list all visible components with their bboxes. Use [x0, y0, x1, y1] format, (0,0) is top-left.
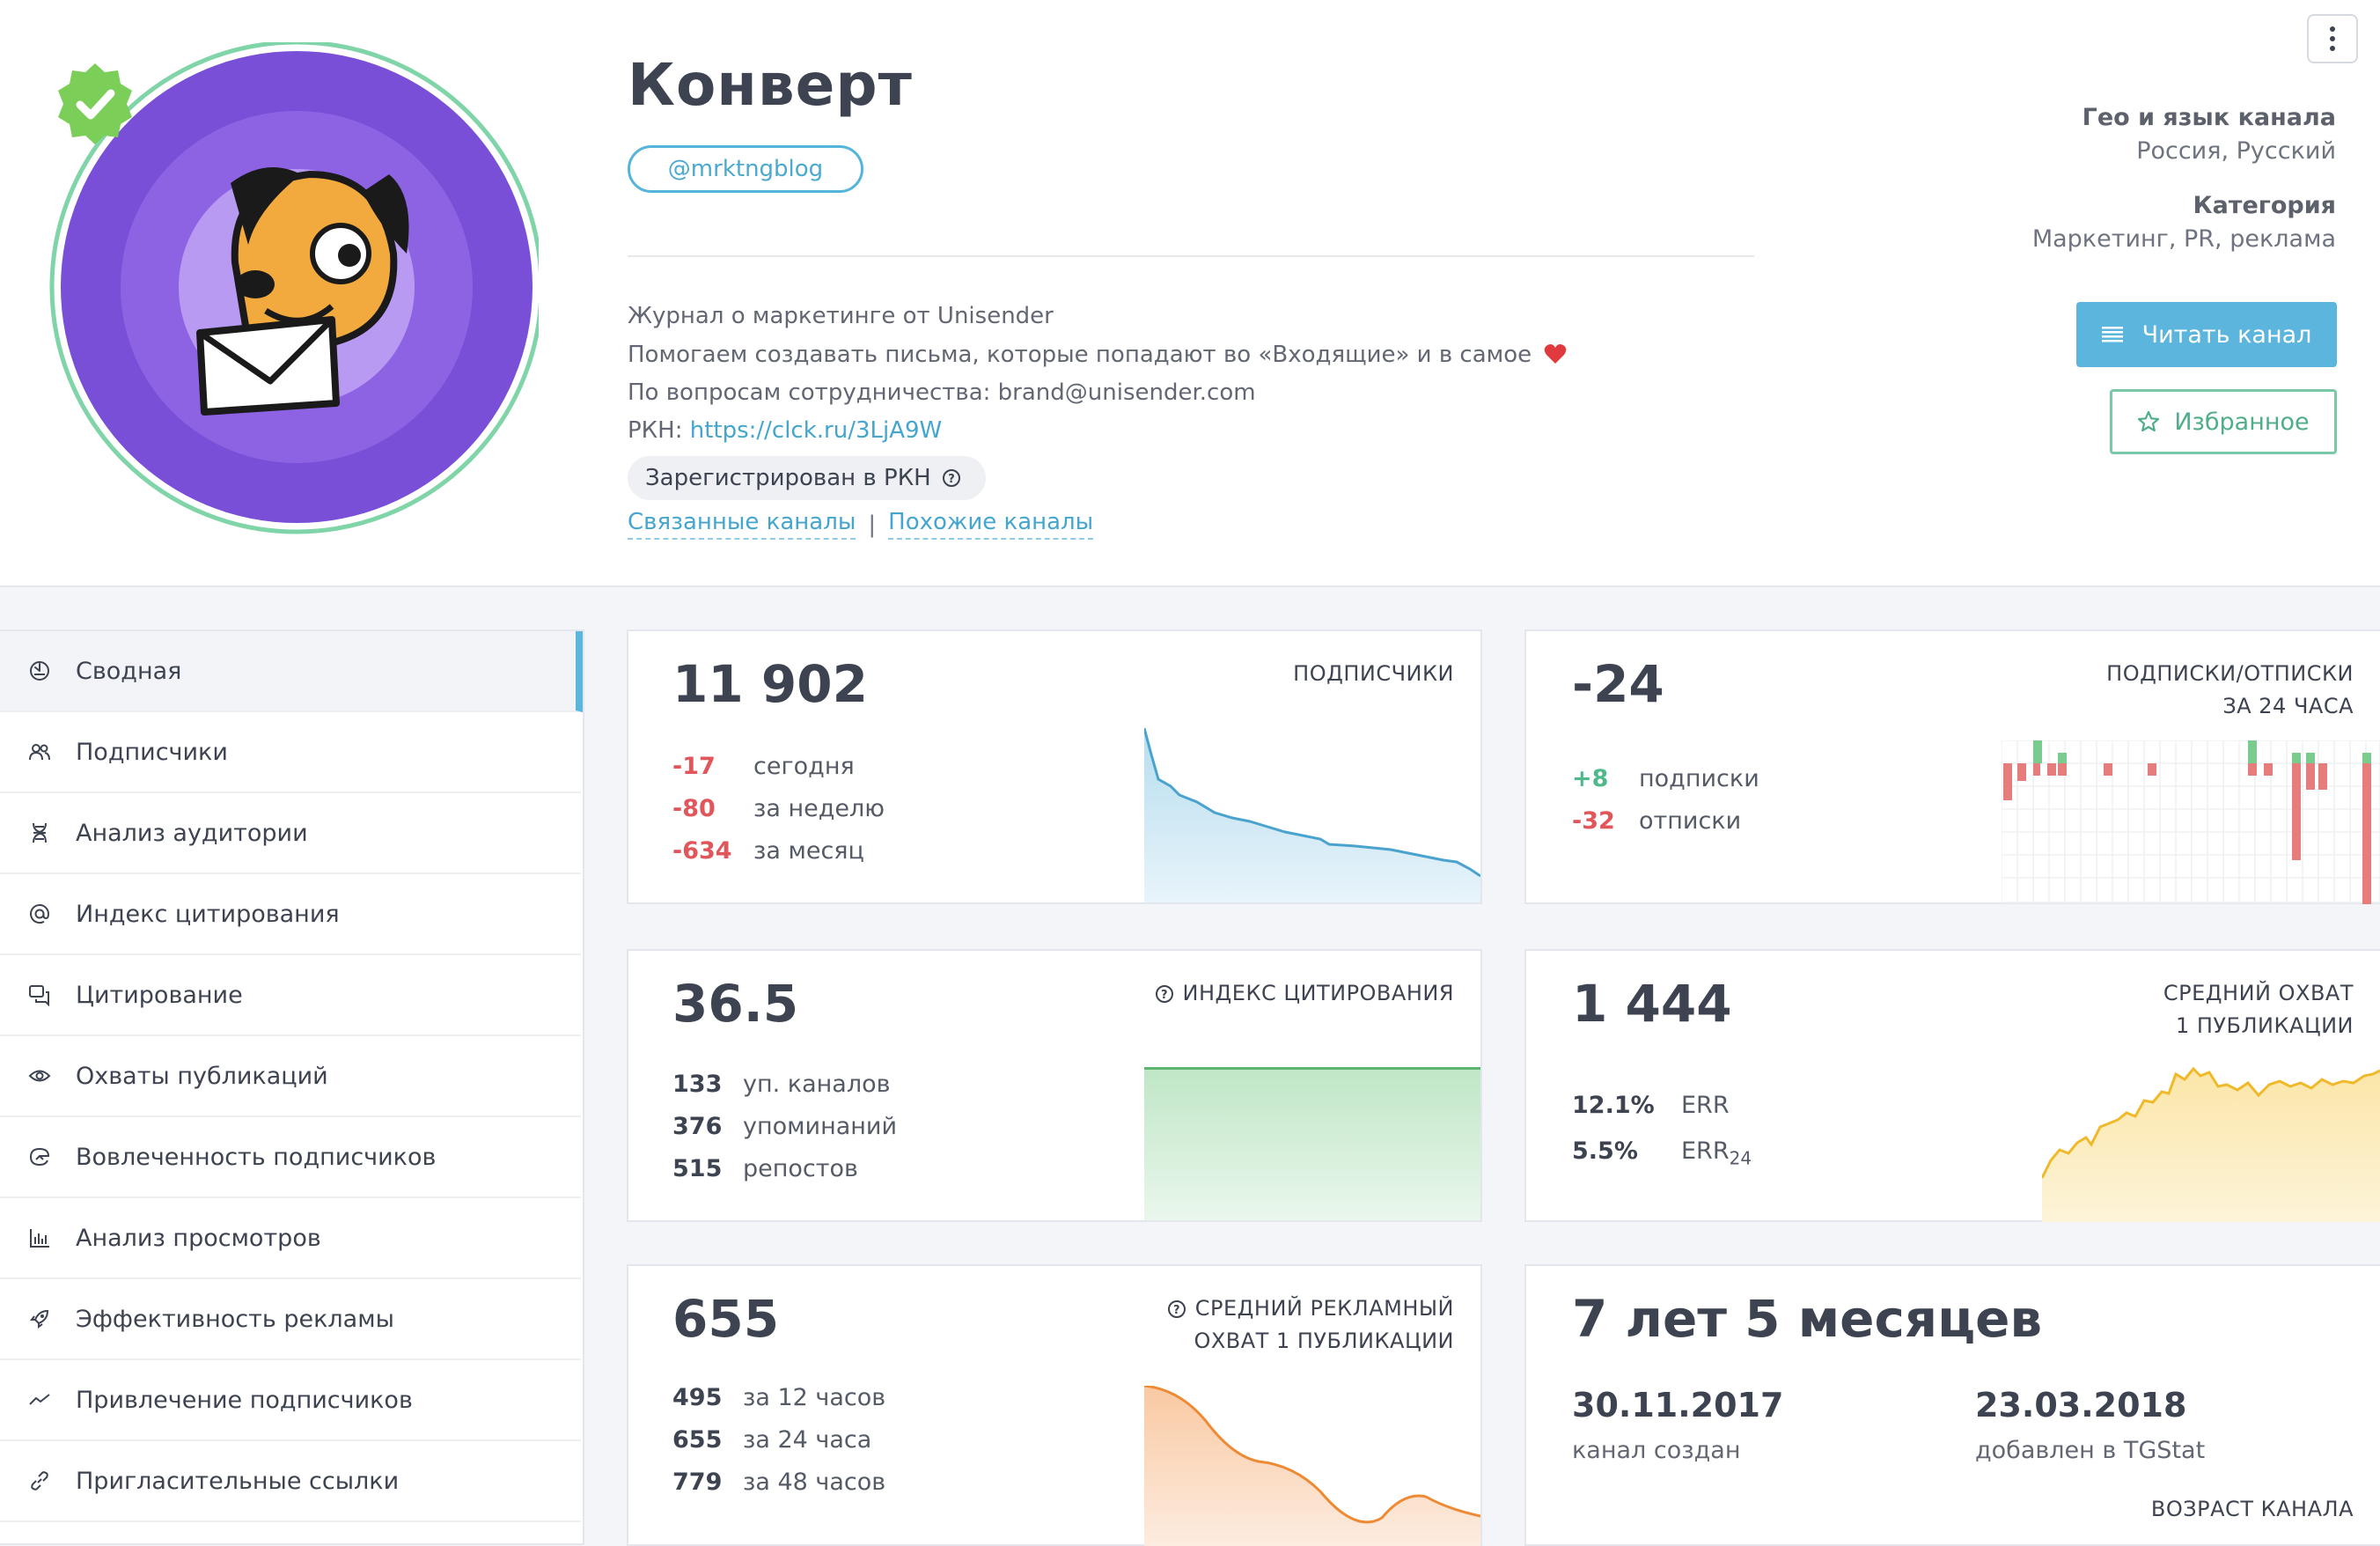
geo-value: Россия, Русский	[2136, 137, 2336, 165]
net-change-count: -24	[1572, 654, 1664, 714]
sidebar-item-engagement[interactable]: Вовлеченность подписчиков	[0, 1117, 581, 1198]
help-icon[interactable]: ?	[942, 468, 961, 488]
stat-row: 779 за 48 часов	[672, 1469, 886, 1496]
rkn-line: РКН: https://clck.ru/3LjA9W	[628, 417, 943, 444]
err-row: 12.1% ERR	[1572, 1092, 1730, 1119]
reach-sparkline	[2042, 1065, 2380, 1222]
dashboard-icon	[28, 659, 51, 682]
favorite-button[interactable]: Избранное	[2110, 389, 2337, 454]
dna-icon	[28, 821, 51, 844]
sidebar-item-invite-links[interactable]: Пригласительные ссылки	[0, 1441, 581, 1522]
similar-channels-link[interactable]: Похожие каналы	[888, 509, 1094, 540]
average-reach-value: 1 444	[1572, 974, 1732, 1034]
subscribers-count: 11 902	[672, 654, 868, 714]
divider	[628, 255, 1754, 257]
trend-icon	[28, 1388, 51, 1411]
star-icon	[2137, 410, 2160, 433]
stat-row: -634 за месяц	[672, 837, 864, 865]
citation-sparkline	[1144, 1067, 1480, 1220]
users-icon	[28, 740, 51, 763]
added-date: 23.03.2018	[1975, 1386, 2187, 1425]
at-icon	[28, 902, 51, 925]
subs-unsubs-histogram	[2002, 740, 2380, 904]
stat-row: -80 за неделю	[672, 795, 885, 822]
sidebar-item-post-reach[interactable]: Охваты публикаций	[0, 1036, 581, 1117]
sidebar-item-citation-index[interactable]: Индекс цитирования	[0, 874, 581, 955]
sidebar-item-citations[interactable]: Цитирование	[0, 955, 581, 1036]
rkn-badge: Зарегистрирован в РКН ?	[628, 456, 986, 500]
rkn-link[interactable]: https://clck.ru/3LjA9W	[689, 417, 943, 444]
more-menu-icon[interactable]	[2307, 14, 2358, 63]
svg-text:?: ?	[1161, 989, 1168, 1002]
related-channels-link[interactable]: Связанные каналы	[628, 509, 856, 540]
ad-reach-sparkline	[1144, 1386, 1480, 1546]
sidebar-nav: Сводная Подписчики Анализ аудитории Инде…	[0, 629, 584, 1545]
subs-unsubs-caption: ПОДПИСКИ/ОТПИСКИ ЗА 24 ЧАСА	[2106, 661, 2354, 718]
sidebar-item-subscriber-acquisition[interactable]: Привлечение подписчиков	[0, 1360, 581, 1441]
card-ad-reach[interactable]: 655 ? СРЕДНИЙ РЕКЛАМНЫЙ ОХВАТ 1 ПУБЛИКАЦ…	[627, 1264, 1482, 1546]
created-date: 30.11.2017	[1572, 1386, 1784, 1425]
help-icon[interactable]: ?	[1155, 984, 1174, 1004]
verified-icon	[51, 60, 139, 148]
category-label: Категория	[2193, 192, 2337, 219]
svg-text:?: ?	[1173, 1304, 1180, 1317]
quotes-icon	[28, 983, 51, 1006]
ad-reach-caption: ? СРЕДНИЙ РЕКЛАМНЫЙ ОХВАТ 1 ПУБЛИКАЦИИ	[1167, 1292, 1454, 1358]
card-subs-unsubs[interactable]: -24 ПОДПИСКИ/ОТПИСКИ ЗА 24 ЧАСА +8 подписк…	[1524, 629, 2380, 904]
help-icon[interactable]: ?	[1167, 1299, 1186, 1319]
card-subscribers[interactable]: 11 902 ПОДПИСЧИКИ -17 сегодня -80 за недел…	[627, 629, 1482, 904]
heart-icon	[1544, 343, 1567, 364]
description-line-3: По вопросам сотрудничества: brand@unisen…	[628, 379, 1256, 406]
created-label: канал создан	[1572, 1437, 1741, 1464]
links-separator: |	[868, 511, 877, 538]
eye-icon	[28, 1064, 51, 1087]
card-channel-age[interactable]: 7 лет 5 месяцев 30.11.2017 канал создан …	[1524, 1264, 2380, 1546]
description-line-1: Журнал о маркетинге от Unisender	[628, 303, 1054, 329]
err24-row: 5.5% ERR24	[1572, 1137, 1752, 1169]
stat-row: 376 упоминаний	[672, 1113, 898, 1140]
stat-row: -32 отписки	[1572, 807, 1742, 835]
ad-reach-value: 655	[672, 1289, 780, 1349]
citation-caption: ? ИНДЕКС ЦИТИРОВАНИЯ	[1155, 977, 1454, 1010]
channel-links: Связанные каналы | Похожие каналы	[628, 509, 1094, 540]
bar-chart-icon	[28, 1226, 51, 1249]
category-value[interactable]: Маркетинг, PR, реклама	[2031, 225, 2336, 253]
stat-row: 495 за 12 часов	[672, 1384, 886, 1411]
reach-caption: СРЕДНИЙ ОХВАТ 1 ПУБЛИКАЦИИ	[2163, 981, 2354, 1038]
channel-header: Конверт @mrktngblog Журнал о маркетинге …	[0, 0, 2380, 587]
sidebar-item-views-analysis[interactable]: Анализ просмотров	[0, 1198, 581, 1279]
stat-row: 655 за 24 часа	[672, 1426, 872, 1454]
stat-row: -17 сегодня	[672, 753, 855, 780]
channel-handle[interactable]: @mrktngblog	[628, 145, 863, 193]
sidebar-item-subscribers[interactable]: Подписчики	[0, 712, 581, 793]
sidebar-item-audience-analysis[interactable]: Анализ аудитории	[0, 793, 581, 874]
channel-title: Конверт	[628, 51, 913, 119]
stat-row: 515 репостов	[672, 1155, 858, 1182]
card-citation-index[interactable]: 36.5 ? ИНДЕКС ЦИТИРОВАНИЯ 133 уп. каналов…	[627, 949, 1482, 1222]
stat-row: 133 уп. каналов	[672, 1071, 891, 1098]
read-channel-button[interactable]: Читать канал	[2076, 302, 2337, 367]
channel-age-caption: ВОЗРАСТ КАНАЛА	[2150, 1497, 2354, 1521]
description-line-2: Помогаем создавать письма, которые попад…	[628, 342, 1567, 368]
link-icon	[28, 1469, 51, 1492]
engagement-icon	[28, 1145, 51, 1168]
svg-text:?: ?	[948, 473, 955, 486]
rocket-icon	[28, 1307, 51, 1330]
geo-label: Гео и язык канала	[2082, 104, 2336, 131]
added-label: добавлен в TGStat	[1975, 1437, 2206, 1464]
sidebar-item-ad-efficiency[interactable]: Эффективность рекламы	[0, 1279, 581, 1360]
channel-avatar	[46, 42, 539, 535]
stat-row: +8 подписки	[1572, 765, 1759, 792]
subscribers-caption: ПОДПИСЧИКИ	[1293, 661, 1454, 686]
card-average-reach[interactable]: 1 444 СРЕДНИЙ ОХВАТ 1 ПУБЛИКАЦИИ 12.1% ERR…	[1524, 949, 2380, 1222]
sidebar-item-summary[interactable]: Сводная	[0, 631, 583, 712]
list-icon	[2101, 326, 2123, 343]
subscribers-sparkline	[1144, 728, 1480, 902]
channel-age-value: 7 лет 5 месяцев	[1572, 1289, 2043, 1349]
citation-index-value: 36.5	[672, 974, 799, 1034]
